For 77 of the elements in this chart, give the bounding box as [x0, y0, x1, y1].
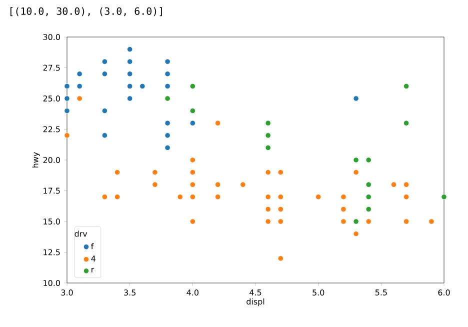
point	[404, 182, 410, 188]
point	[265, 170, 271, 176]
point	[102, 108, 108, 114]
point	[278, 194, 284, 200]
point	[64, 83, 70, 89]
point	[127, 83, 133, 89]
point	[340, 194, 346, 200]
point	[164, 83, 170, 89]
point	[76, 96, 82, 102]
point	[164, 71, 170, 77]
point	[127, 58, 133, 64]
point	[215, 182, 221, 188]
point	[164, 132, 170, 138]
text: [(10.0, 30.0), (3.0, 6.0)]	[10, 7, 162, 16]
point	[152, 170, 158, 176]
point	[353, 96, 359, 102]
point	[190, 83, 196, 89]
point	[190, 108, 196, 114]
point	[278, 206, 284, 212]
point	[190, 157, 196, 163]
point	[190, 182, 196, 188]
point	[404, 83, 410, 89]
point	[240, 182, 246, 188]
point	[64, 132, 70, 138]
point	[127, 96, 133, 102]
point	[316, 194, 322, 200]
point	[404, 218, 410, 224]
point	[278, 218, 284, 224]
point	[164, 120, 170, 126]
point	[64, 108, 70, 114]
point	[164, 58, 170, 64]
point	[340, 206, 346, 212]
point	[278, 256, 284, 262]
point	[102, 71, 108, 77]
point	[127, 46, 133, 52]
point	[366, 218, 372, 224]
point	[404, 194, 410, 200]
point	[353, 157, 359, 163]
point	[366, 206, 372, 212]
point	[76, 83, 82, 89]
point	[265, 206, 271, 212]
point	[164, 96, 170, 102]
point	[190, 218, 196, 224]
point	[215, 120, 221, 126]
point	[76, 71, 82, 77]
point	[265, 132, 271, 138]
point	[353, 218, 359, 224]
point	[102, 58, 108, 64]
point	[441, 194, 447, 200]
point	[340, 218, 346, 224]
point	[114, 170, 120, 176]
point	[127, 71, 133, 77]
point	[114, 194, 120, 200]
point	[215, 194, 221, 200]
point	[190, 120, 196, 126]
point	[428, 218, 434, 224]
point	[390, 182, 397, 188]
point	[152, 182, 158, 188]
point	[265, 120, 271, 126]
point	[265, 144, 271, 150]
point	[366, 157, 372, 163]
point	[102, 194, 108, 200]
point	[164, 144, 170, 150]
point	[190, 170, 196, 176]
point	[366, 194, 372, 200]
point	[353, 170, 359, 176]
point	[404, 120, 410, 126]
point	[265, 194, 271, 200]
point	[140, 83, 146, 89]
point	[190, 194, 196, 200]
point	[177, 194, 183, 200]
point	[366, 182, 372, 188]
point	[353, 231, 359, 237]
point	[64, 96, 70, 102]
point	[265, 218, 271, 224]
point	[278, 170, 284, 176]
point	[102, 132, 108, 138]
